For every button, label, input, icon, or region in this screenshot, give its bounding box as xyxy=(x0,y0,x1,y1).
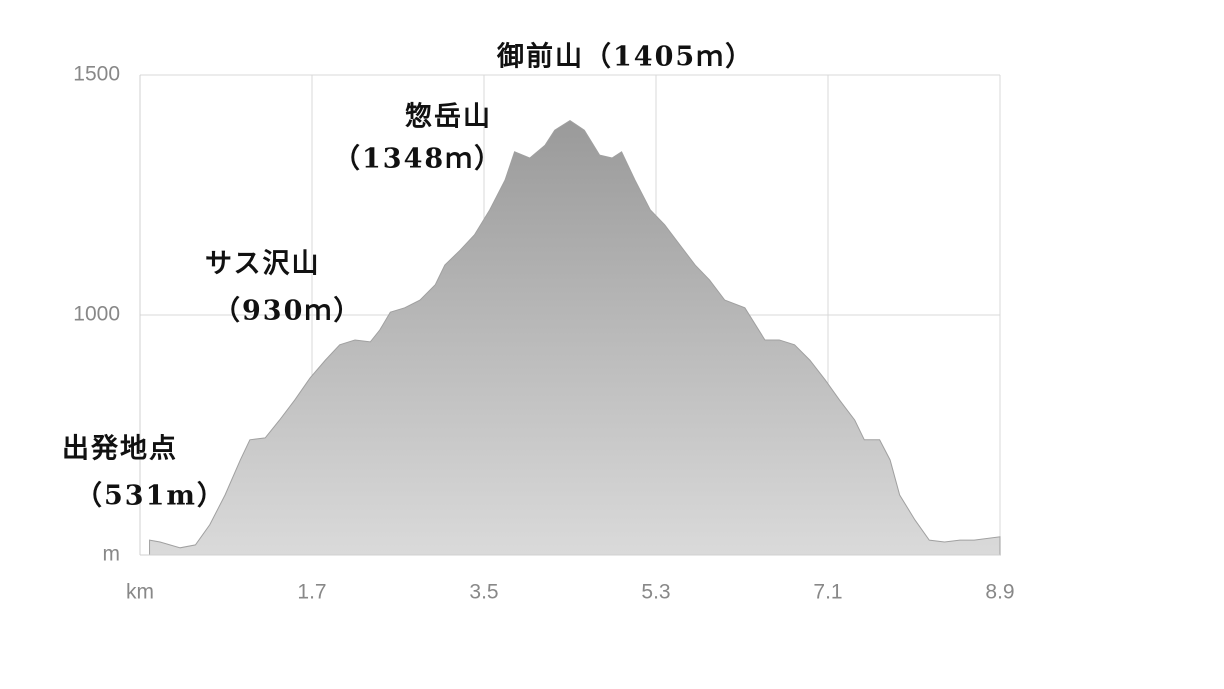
x-tick-label: 3.5 xyxy=(469,581,498,604)
x-tick-label: 1.7 xyxy=(297,581,326,604)
elevation-area xyxy=(149,120,1001,556)
x-tick-label: 7.1 xyxy=(813,581,842,604)
peak-annotation: 惣岳山 xyxy=(405,102,492,133)
y-tick-label: m xyxy=(103,543,121,566)
peak-annotation: 御前山（1405ｍ） xyxy=(496,41,754,73)
x-tick-label: 5.3 xyxy=(641,581,670,604)
peak-annotation: （1348ｍ） xyxy=(333,144,503,175)
x-tick-label: 8.9 xyxy=(985,581,1014,604)
peak-annotation: サス沢山 xyxy=(205,249,320,280)
x-tick-label: km xyxy=(126,581,154,604)
peak-annotation: （930ｍ） xyxy=(213,296,362,327)
y-tick-label: 1500 xyxy=(73,63,120,86)
y-tick-label: 1000 xyxy=(73,303,120,326)
peak-annotation: （531m） xyxy=(75,481,226,512)
peak-annotation: 出発地点 xyxy=(62,434,178,465)
